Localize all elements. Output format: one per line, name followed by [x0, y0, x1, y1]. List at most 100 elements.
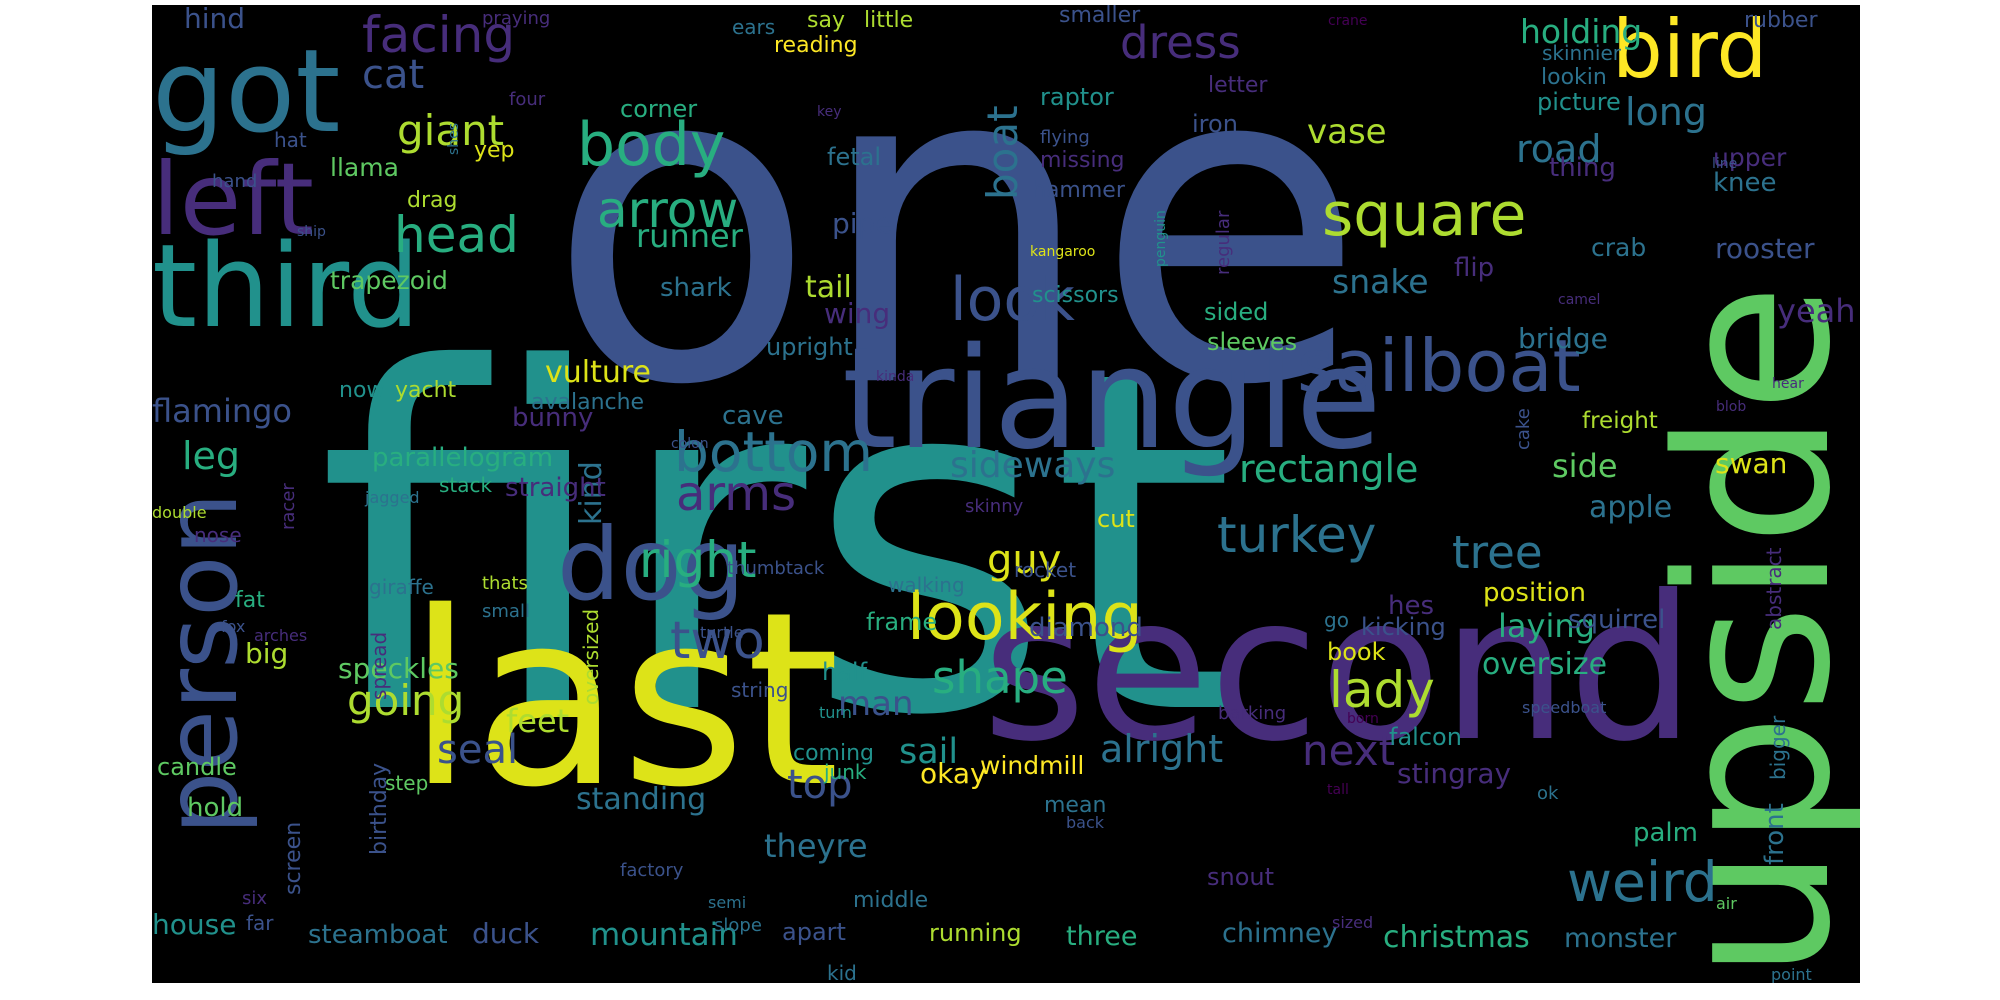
word-next: next [1302, 726, 1396, 775]
word-position: position [1483, 578, 1586, 608]
word-bottom: bottom [674, 420, 873, 484]
word-mean: mean [1044, 793, 1107, 818]
word-second: second [982, 553, 1696, 786]
word-facing: facing [362, 6, 516, 64]
word-duck: duck [472, 917, 540, 950]
word-kicking: kicking [1361, 613, 1446, 641]
word-skinny: skinny [965, 496, 1024, 517]
word-feet: feet [506, 702, 570, 740]
word-slope: slope [714, 915, 762, 936]
word-kangaroo: kangaroo [1030, 244, 1096, 260]
word-yacht: yacht [395, 378, 457, 403]
word-fox: fox [221, 617, 246, 636]
word-screen: screen [281, 821, 306, 895]
word-thumbtack: thumbtack [727, 558, 825, 579]
word-llama: llama [330, 153, 399, 182]
word-barking: barking [1218, 703, 1287, 724]
word-laying: laying [1498, 607, 1595, 645]
word-rectangle: rectangle [1239, 447, 1419, 491]
word-snake: snake [1332, 262, 1429, 301]
word-straight: straight [505, 473, 606, 503]
word-ears: ears [732, 15, 776, 39]
word-head: head [394, 206, 519, 264]
word-string: string [731, 678, 789, 702]
word-lady: lady [1329, 661, 1435, 719]
word-kid: kid [827, 961, 857, 983]
word-oversize: oversize [1482, 647, 1608, 682]
word-turn: turn [819, 703, 852, 722]
word-seal: seal [437, 727, 519, 773]
word-body: body [577, 110, 726, 180]
word-vulture: vulture [545, 355, 652, 390]
word-monster: monster [1564, 923, 1677, 954]
word-sail: sail [899, 732, 959, 772]
word-hat: hat [274, 128, 307, 152]
word-bird: bird [1612, 5, 1768, 96]
word-ok: ok [1537, 783, 1559, 804]
word-palm: palm [1633, 818, 1698, 848]
word-now: now [339, 378, 385, 403]
word-junk: junk [824, 760, 867, 784]
word-six: six [242, 888, 268, 909]
word-kinda: kinda [876, 369, 915, 385]
word-skinnier: skinnier [1542, 41, 1621, 65]
word-man: man [838, 684, 914, 724]
word-look: look [950, 265, 1075, 335]
word-shape: shape [932, 651, 1068, 704]
word-two: two [670, 611, 765, 671]
word-hear: hear [1772, 376, 1804, 392]
word-missing: missing [1040, 148, 1125, 173]
word-rocket: rocket [1014, 558, 1077, 582]
word-bunny: bunny [512, 403, 594, 433]
word-big: big [245, 637, 289, 670]
word-oversized: oversized [579, 608, 603, 705]
word-key: key [817, 104, 842, 120]
word-line: line [1712, 156, 1738, 172]
word-picture: picture [1537, 88, 1621, 116]
word-christmas: christmas [1383, 920, 1530, 955]
word-regular: regular [1213, 210, 1234, 275]
word-arches: arches [254, 626, 308, 645]
word-colon: colon [671, 436, 709, 452]
word-hammer: hammer [1032, 178, 1125, 203]
word-semi: semi [708, 893, 747, 912]
word-jagged: jagged [365, 488, 420, 507]
word-crane: crane [1328, 13, 1368, 29]
word-fetal: fetal [827, 143, 881, 171]
word-wing: wing [824, 297, 891, 330]
word-little: little [864, 8, 914, 33]
word-book: book [1327, 638, 1386, 666]
word-swan: swan [1715, 447, 1788, 480]
word-letter: letter [1208, 73, 1268, 98]
word-falcon: falcon [1389, 723, 1462, 751]
word-giant: giant [397, 106, 505, 155]
word-upper: upper [1713, 143, 1787, 172]
word-frame: frame [866, 608, 938, 636]
word-ship: ship [297, 224, 326, 240]
word-road: road [1516, 127, 1602, 171]
word-four: four [509, 89, 546, 110]
word-giraffe: giraffe [369, 575, 434, 599]
word-side: side [1552, 447, 1618, 485]
word-avalanche: avalanche [531, 390, 645, 415]
word-yep: yep [474, 138, 515, 163]
word-scissors: scissors [1032, 283, 1119, 308]
word-coming: coming [793, 741, 875, 766]
word-tail: tail [805, 270, 852, 305]
word-drag: drag [407, 188, 458, 213]
word-racer: racer [278, 483, 299, 530]
word-weird: weird [1567, 850, 1718, 914]
word-sided: sided [1204, 298, 1269, 326]
word-first: first [317, 271, 1236, 818]
word-double: double [152, 503, 207, 522]
word-nose: nose [194, 523, 242, 547]
word-pipe: pipe [832, 207, 893, 240]
word-standing: standing [576, 782, 707, 817]
word-shark: shark [660, 273, 732, 303]
word-sailboat: sailboat [1297, 324, 1581, 408]
word-rooster: rooster [1715, 232, 1815, 265]
word-praying: praying [482, 8, 551, 29]
word-snout: snout [1207, 863, 1275, 891]
word-three: three [1066, 921, 1138, 952]
word-going: going [347, 676, 465, 725]
